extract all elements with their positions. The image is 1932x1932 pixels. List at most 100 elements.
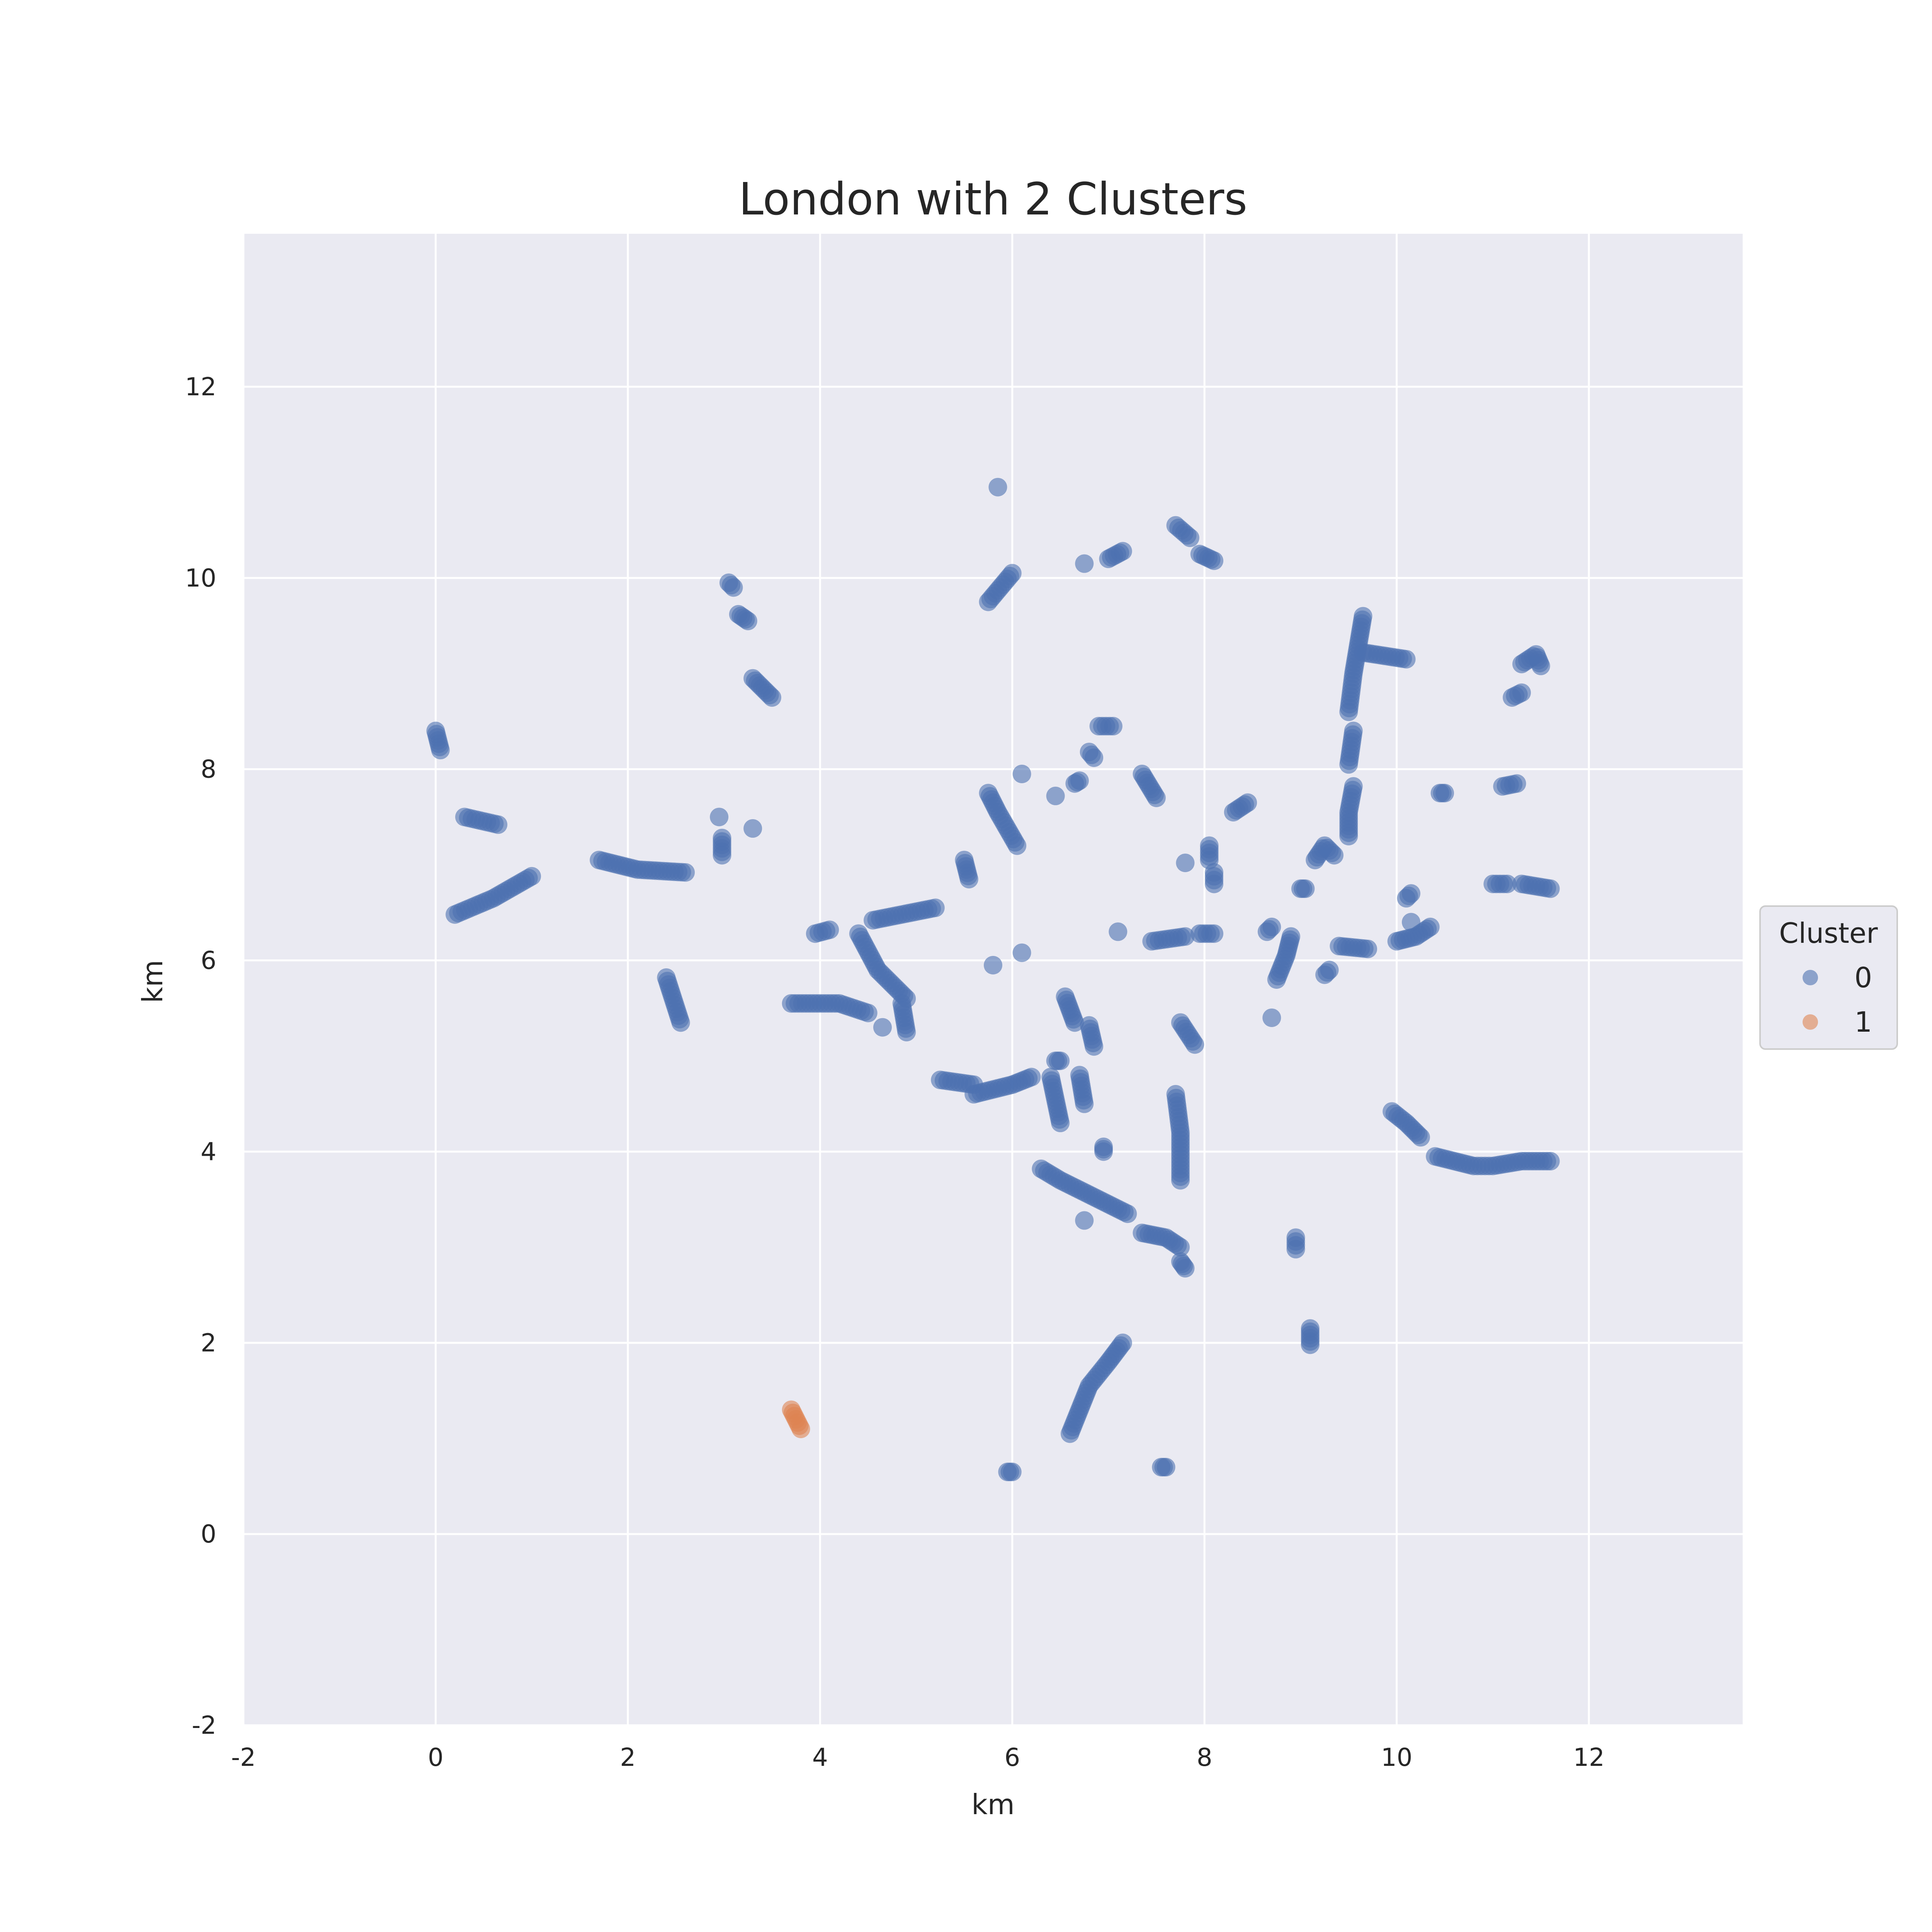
x-tick-label: 4 [812,1743,828,1772]
data-points [426,478,1560,1481]
legend-marker-0 [1803,970,1818,985]
point-cluster-0 [1075,1094,1094,1113]
tick-labels: -2 0 2 4 6 8 10 12 -2 0 2 4 6 8 10 12 [185,373,1605,1772]
point-cluster-0 [1003,1463,1022,1481]
point-cluster-0 [1104,717,1122,736]
point-cluster-0 [1325,846,1344,865]
point-cluster-0 [1008,836,1027,855]
y-tick-label: 4 [201,1138,216,1166]
x-tick-label: 8 [1197,1743,1213,1772]
point-cluster-0 [1401,884,1420,903]
y-tick-label: 10 [185,564,216,593]
point-cluster-0 [1344,777,1363,796]
point-cluster-0 [1359,939,1377,958]
x-tick-label: 2 [620,1743,636,1772]
point-cluster-0 [1205,874,1224,893]
point-cluster-0 [1205,924,1224,943]
point-cluster-0 [1003,564,1022,583]
y-tick-label: -2 [192,1711,216,1740]
point-cluster-0 [1411,1128,1430,1147]
point-cluster-0 [984,956,1002,975]
point-cluster-0 [1185,1035,1204,1054]
point-cluster-1 [791,1419,810,1438]
point-cluster-0 [1171,1171,1190,1190]
point-cluster-0 [1022,1068,1041,1087]
point-cluster-0 [1320,961,1339,980]
point-cluster-0 [743,819,762,838]
point-cluster-0 [1180,528,1199,547]
x-tick-label: 10 [1381,1743,1412,1772]
point-cluster-0 [1512,683,1531,702]
point-cluster-0 [1012,943,1031,962]
point-cluster-0 [522,867,541,886]
point-cluster-0 [1065,1013,1084,1032]
point-cluster-0 [1094,1142,1113,1161]
point-cluster-0 [897,1023,916,1042]
point-cluster-0 [1147,788,1166,807]
point-cluster-0 [1541,1152,1560,1171]
legend-title: Cluster [1779,917,1878,949]
legend-marker-1 [1803,1014,1818,1030]
point-cluster-0 [1051,1114,1070,1133]
point-cluster-0 [1238,793,1257,812]
point-cluster-0 [1051,1051,1070,1070]
point-cluster-0 [1301,1335,1320,1354]
point-cluster-0 [1176,927,1195,946]
point-cluster-0 [1171,1238,1190,1257]
point-cluster-0 [1156,1458,1175,1476]
point-cluster-0 [820,920,839,939]
point-cluster-0 [710,808,729,827]
point-cluster-0 [1262,1008,1281,1027]
point-cluster-0 [1113,1333,1132,1352]
legend: Cluster 0 1 [1759,905,1898,1050]
point-cluster-0 [1421,917,1440,936]
point-cluster-0 [873,1018,892,1037]
legend-label-0: 0 [1854,961,1872,994]
point-cluster-0 [1397,650,1416,669]
point-cluster-0 [1085,748,1104,767]
point-cluster-0 [1354,607,1372,626]
point-cluster-0 [1113,542,1132,561]
x-axis-label: km [971,1788,1015,1821]
x-tick-label: -2 [231,1743,256,1772]
point-cluster-0 [1286,1240,1305,1259]
point-cluster-0 [1344,721,1363,740]
point-cluster-0 [1085,1037,1104,1056]
point-cluster-0 [1012,765,1031,784]
point-cluster-0 [1118,1204,1137,1223]
point-cluster-0 [1282,927,1301,946]
y-tick-label: 12 [185,373,216,401]
point-cluster-0 [988,478,1007,497]
point-cluster-0 [671,1013,690,1032]
x-tick-label: 12 [1573,1743,1604,1772]
point-cluster-0 [1541,879,1560,898]
point-cluster-0 [1075,1211,1094,1230]
point-cluster-0 [1075,554,1094,573]
point-cluster-0 [489,815,508,834]
point-cluster-0 [1046,786,1065,805]
y-tick-label: 2 [201,1329,216,1357]
point-cluster-0 [762,688,781,707]
point-cluster-0 [1498,874,1517,893]
point-cluster-0 [738,612,757,631]
x-tick-label: 0 [428,1743,444,1772]
plot-background [243,234,1743,1725]
point-cluster-0 [1435,784,1454,803]
point-cluster-0 [431,741,450,760]
point-cluster-0 [1176,854,1195,872]
point-cluster-0 [959,870,978,889]
y-axis-label: km [136,960,169,1003]
point-cluster-0 [676,863,695,882]
point-cluster-0 [859,1003,878,1022]
legend-label-1: 1 [1854,1006,1872,1038]
y-tick-label: 8 [201,755,216,784]
point-cluster-0 [926,898,945,917]
chart-title: London with 2 Clusters [739,173,1247,225]
point-cluster-0 [1205,551,1224,570]
point-cluster-0 [1401,913,1420,932]
point-cluster-0 [713,846,731,865]
point-cluster-0 [1531,656,1550,675]
point-cluster-0 [1070,771,1089,790]
point-cluster-0 [1257,922,1276,941]
